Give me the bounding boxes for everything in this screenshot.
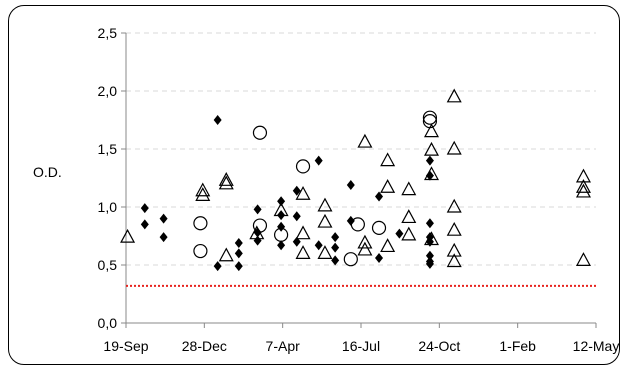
data-point-triangle [446,140,462,155]
y-tick-label: 0,5 [98,257,118,273]
data-point-triangle [357,234,373,249]
y-tick-label: 2,5 [98,25,118,41]
data-point-triangle [575,168,591,183]
data-point-diamond [375,253,384,264]
data-point-diamond [234,261,243,272]
data-point-diamond [213,115,222,125]
y-tick-label: 1,0 [98,199,118,215]
grid-layer [126,32,596,266]
data-point-triangle [446,253,462,268]
data-point-triangle [446,88,462,103]
data-point-triangle [423,166,440,181]
y-axis-label: O.D. [33,164,62,180]
x-tick-label: 16-Jul [342,338,380,354]
data-point-diamond [346,215,355,226]
data-point-triangle [423,123,440,138]
data-point-triangle [401,181,417,196]
data-point-triangle [195,187,211,201]
chart-frame [8,5,620,365]
x-tick-label: 7-Apr [266,338,301,354]
data-point-triangle [295,185,311,200]
x-tick-label: 12-May [573,338,620,354]
data-point-triangle [218,175,234,190]
data-point-circle [252,125,268,140]
data-point-triangle [273,202,289,217]
data-point-triangle [380,179,396,193]
data-point-triangle [423,141,440,156]
data-point-triangle [357,133,373,148]
data-point-triangle [446,221,462,236]
data-point-triangle [195,182,211,197]
data-point-diamond [314,240,323,251]
data-point-diamond [314,155,323,166]
data-point-diamond [375,191,384,202]
data-point-diamond [140,219,149,230]
data-point-diamond [277,221,286,232]
data-point-triangle [380,152,396,167]
data-point-circle [350,217,365,232]
data-point-triangle [575,252,591,266]
data-point-diamond [425,155,434,166]
data-point-diamond [292,185,301,196]
data-point-circle [193,243,208,259]
data-point-diamond [159,232,168,243]
data-point-triangle [120,228,136,243]
data-point-circle [295,159,311,174]
data-point-diamond [331,255,340,266]
data-point-triangle [295,225,311,240]
data-point-diamond [253,204,262,215]
data-point-triangle [218,172,234,186]
data-point-diamond [425,218,434,229]
data-point-diamond [331,242,340,253]
data-point-triangle [401,226,417,241]
data-point-circle [371,220,387,235]
data-point-diamond [425,258,434,269]
data-point-diamond [234,237,243,248]
data-point-circle [274,227,289,242]
data-point-triangle [380,238,396,253]
x-tick-label: 19-Sep [103,338,148,354]
data-point-triangle [401,209,417,224]
x-tick-label: 1-Feb [499,338,536,354]
data-point-diamond [277,240,286,251]
x-tick-label: 24-Oct [418,338,460,354]
data-point-diamond [346,179,355,190]
data-point-diamond [292,236,301,247]
data-point-circle [193,216,208,231]
data-point-triangle [218,247,234,262]
data-point-triangle [575,183,591,198]
data-point-triangle [317,213,333,228]
data-point-circle [343,252,358,267]
axis-layer: 0,0 0,5 1,0 1,5 2,0 2,5 19-Sep 28-Dec 7-Apr 16-Ju… [98,25,620,354]
data-point-diamond [253,235,262,246]
data-point-diamond [159,213,168,224]
data-point-triangle [423,231,440,246]
data-point-triangle [446,242,462,257]
data-point-circle [422,114,438,129]
data-point-triangle [317,197,333,212]
data-point-triangle [446,198,462,213]
data-point-diamond [395,228,404,239]
y-tick-label: 1,5 [98,141,118,157]
x-tick-label: 28-Dec [182,338,227,354]
y-tick-label: 0,0 [98,315,118,331]
data-point-diamond [425,250,434,261]
data-point-triangle [317,245,333,259]
data-point-circle [422,110,438,125]
data-point-triangle [249,225,265,240]
data-point-diamond [292,211,301,222]
data-point-diamond [277,196,286,207]
data-point-diamond [234,248,243,259]
data-point-diamond [331,232,340,243]
y-tick-label: 2,0 [98,83,118,99]
data-point-diamond [213,261,222,272]
data-point-triangle [295,245,311,259]
mark-layer [120,88,596,287]
data-point-triangle [357,241,373,256]
data-point-diamond [140,203,149,214]
data-point-triangle [575,179,591,193]
